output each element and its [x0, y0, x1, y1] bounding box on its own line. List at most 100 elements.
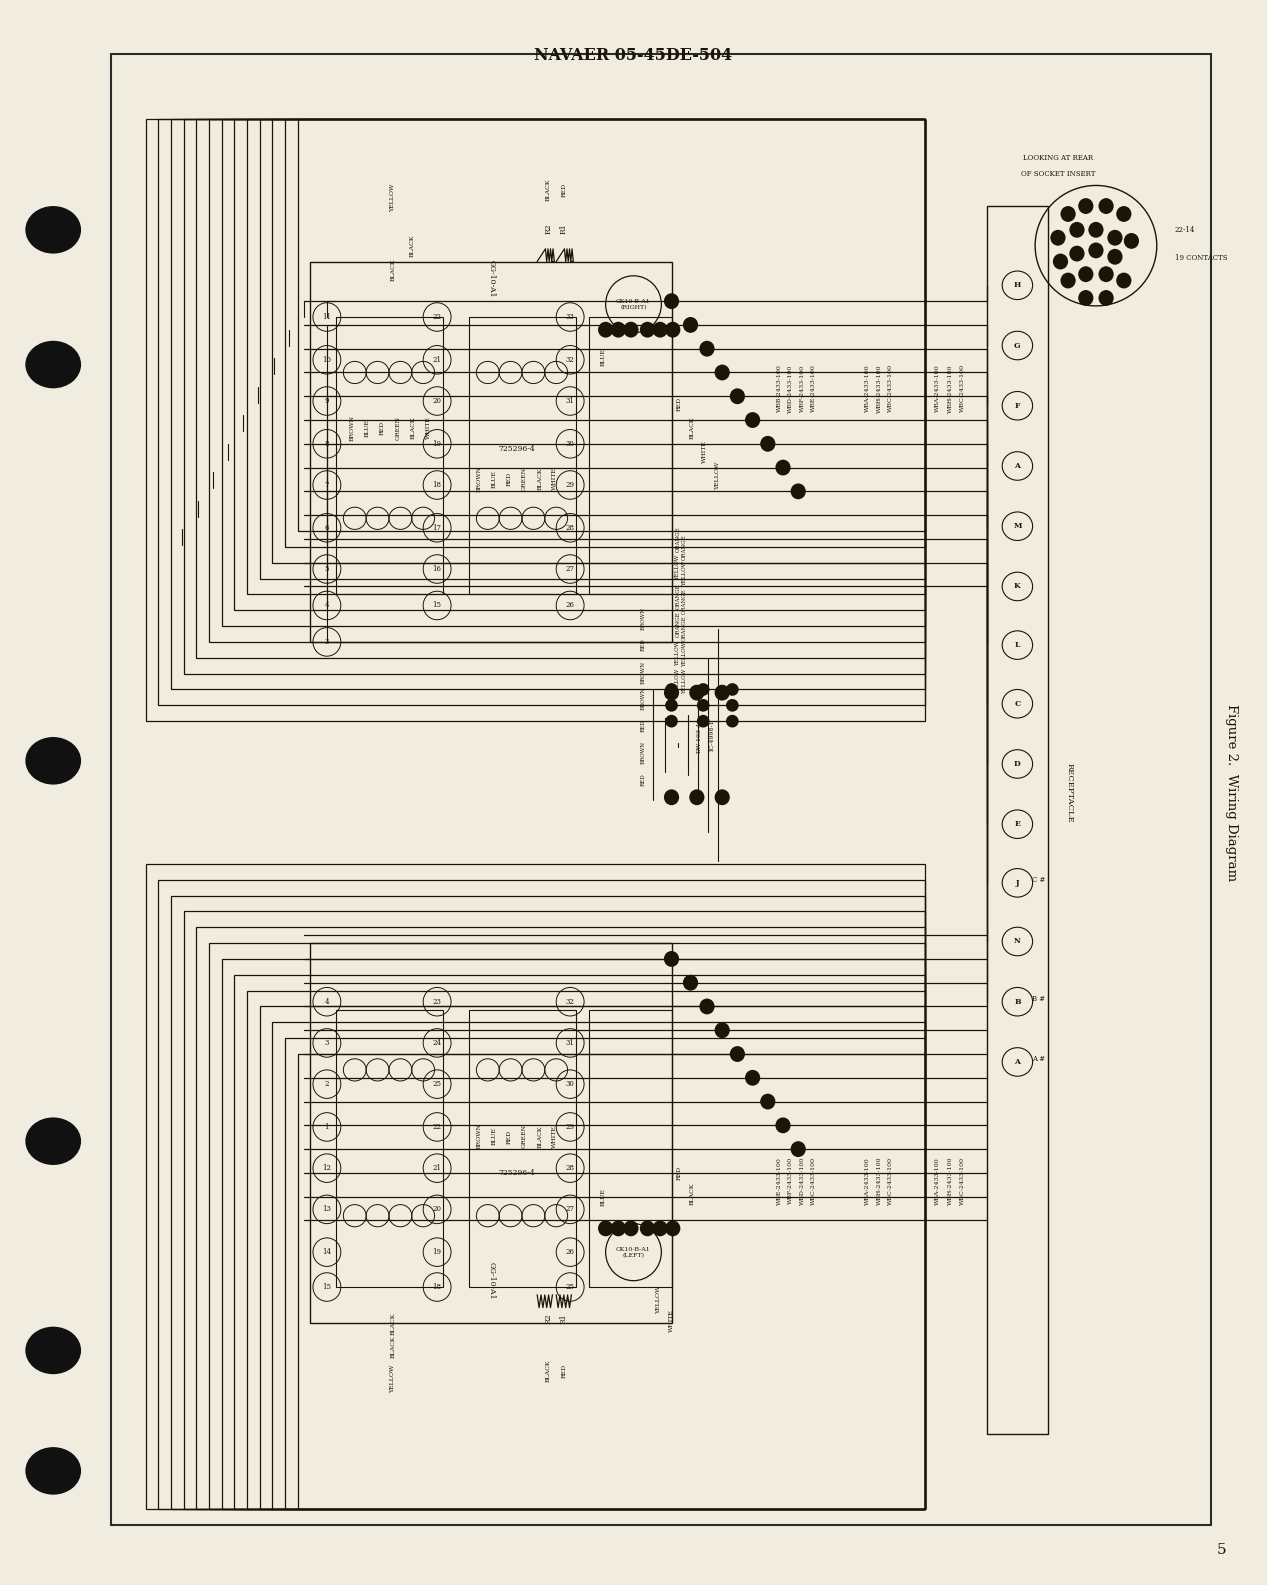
Text: C #: C # — [1033, 875, 1045, 884]
Text: BLACK: BLACK — [390, 1336, 395, 1358]
Ellipse shape — [25, 206, 81, 254]
Text: 13: 13 — [322, 1205, 332, 1214]
Text: WHITE: WHITE — [669, 1309, 674, 1331]
Text: WBD-2433-100: WBD-2433-100 — [799, 1157, 805, 1205]
Text: WHITE: WHITE — [426, 417, 431, 439]
Text: 28: 28 — [565, 523, 575, 533]
Text: 11: 11 — [322, 312, 332, 322]
Ellipse shape — [611, 1220, 626, 1236]
Bar — [209, 943, 925, 1509]
Text: YELLOW: YELLOW — [675, 669, 680, 694]
Text: 15: 15 — [322, 1282, 332, 1292]
Ellipse shape — [1107, 230, 1123, 246]
Bar — [234, 119, 925, 610]
Text: 725296-4: 725296-4 — [498, 444, 536, 453]
Text: 22-14: 22-14 — [1175, 225, 1195, 235]
Text: YELLOW: YELLOW — [682, 642, 687, 667]
Ellipse shape — [1053, 254, 1068, 269]
Ellipse shape — [726, 683, 739, 696]
Ellipse shape — [715, 1022, 730, 1038]
Bar — [247, 991, 925, 1509]
Text: H: H — [1014, 281, 1021, 290]
Text: 24: 24 — [432, 1038, 442, 1048]
Text: BROWN: BROWN — [641, 607, 646, 629]
Ellipse shape — [25, 1117, 81, 1165]
Text: 3: 3 — [324, 1038, 329, 1048]
Text: 33: 33 — [566, 312, 574, 322]
Text: 3: 3 — [324, 637, 329, 647]
Text: BLACK: BLACK — [537, 1125, 542, 1148]
Text: BROWN: BROWN — [641, 742, 646, 764]
Text: L: L — [1015, 640, 1020, 650]
Text: GREEN: GREEN — [522, 466, 527, 491]
Text: RED: RED — [561, 184, 566, 197]
Text: 22: 22 — [432, 1122, 442, 1132]
Text: 19 CONTACTS: 19 CONTACTS — [1175, 254, 1228, 263]
Ellipse shape — [1098, 266, 1114, 282]
Text: BLACK: BLACK — [546, 1360, 551, 1382]
Text: WBD-2433-100: WBD-2433-100 — [788, 365, 793, 412]
Ellipse shape — [697, 683, 710, 696]
Text: WBH-2433-100: WBH-2433-100 — [948, 365, 953, 412]
Ellipse shape — [1116, 206, 1131, 222]
Text: WHITE: WHITE — [702, 441, 707, 463]
Text: BLUE: BLUE — [492, 1127, 497, 1146]
Ellipse shape — [689, 685, 704, 701]
Text: WBA-2433-100: WBA-2433-100 — [865, 365, 870, 412]
Text: ORANGE: ORANGE — [682, 615, 687, 640]
Text: E: E — [1015, 819, 1020, 829]
Text: BLACK: BLACK — [546, 179, 551, 201]
Text: 9: 9 — [324, 396, 329, 406]
Ellipse shape — [1069, 222, 1085, 238]
Text: RED: RED — [507, 1130, 512, 1143]
Text: GG-10-A1: GG-10-A1 — [488, 1262, 495, 1300]
Text: 1: 1 — [324, 1122, 329, 1132]
Text: N: N — [1014, 937, 1021, 946]
Text: BROWN: BROWN — [476, 466, 481, 491]
Bar — [146, 864, 925, 1509]
Ellipse shape — [1078, 266, 1093, 282]
Ellipse shape — [726, 715, 739, 728]
Text: RED: RED — [677, 398, 682, 411]
Bar — [111, 54, 1211, 1525]
Text: 12: 12 — [322, 1163, 332, 1173]
Ellipse shape — [726, 699, 739, 712]
Bar — [272, 119, 925, 563]
Text: BLACK: BLACK — [689, 1182, 694, 1205]
Bar — [184, 911, 925, 1509]
Text: 15: 15 — [432, 601, 442, 610]
Ellipse shape — [653, 322, 668, 338]
Text: WBC-2433-100: WBC-2433-100 — [888, 365, 893, 412]
Ellipse shape — [1060, 273, 1076, 288]
Ellipse shape — [640, 1220, 655, 1236]
Text: BLUE: BLUE — [492, 469, 497, 488]
Text: C: C — [1015, 699, 1020, 708]
Ellipse shape — [1050, 230, 1066, 246]
Ellipse shape — [1098, 290, 1114, 306]
Ellipse shape — [664, 685, 679, 701]
Ellipse shape — [664, 293, 679, 309]
Ellipse shape — [598, 322, 613, 338]
Text: A: A — [1015, 461, 1020, 471]
Ellipse shape — [653, 1220, 668, 1236]
Bar — [171, 896, 925, 1509]
Ellipse shape — [640, 322, 655, 338]
Ellipse shape — [715, 365, 730, 380]
Bar — [247, 119, 925, 594]
Bar — [310, 943, 672, 1323]
Text: 22: 22 — [432, 312, 442, 322]
Text: 29: 29 — [565, 1122, 575, 1132]
Bar — [209, 119, 925, 642]
Text: Figure 2.  Wiring Diagram: Figure 2. Wiring Diagram — [1225, 704, 1238, 881]
Ellipse shape — [730, 1046, 745, 1062]
Bar — [589, 317, 672, 594]
Text: K: K — [1014, 582, 1021, 591]
Ellipse shape — [745, 412, 760, 428]
Text: RED: RED — [641, 720, 646, 732]
Text: R2: R2 — [545, 223, 552, 233]
Text: R1: R1 — [560, 1314, 568, 1323]
Text: WBH-2433-100: WBH-2433-100 — [948, 1157, 953, 1205]
Bar — [336, 317, 443, 594]
Ellipse shape — [745, 1070, 760, 1086]
Text: BLACK: BLACK — [411, 417, 416, 439]
